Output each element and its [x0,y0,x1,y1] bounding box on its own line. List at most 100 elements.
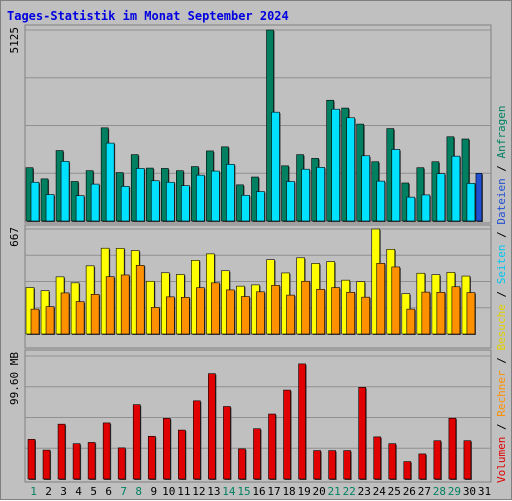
legend-item-anfragen: Anfragen [495,105,508,158]
x-tick-label: 31 [478,485,491,498]
bar-dateien [45,194,55,222]
x-tick-label: 15 [237,485,250,498]
x-tick-label: 10 [162,485,175,498]
bar-dateien [135,168,145,222]
bar-volumen [208,373,216,480]
bar-volumen [463,440,472,480]
bar-volumen [57,423,66,480]
bar-volumen [132,404,141,480]
bar-rechner [105,276,115,335]
y-max-label: 667 [8,227,21,247]
bar-dateien [241,194,250,222]
x-tick-label: 21 [328,485,341,498]
legend-item-besuche: Besuche [495,304,508,350]
bar-volumen [343,450,351,480]
bar-dateien [105,142,115,222]
x-tick-label: 17 [267,485,280,498]
bar-anfragen [416,167,425,222]
bar-volumen [298,363,306,480]
bar-volumen [313,450,321,480]
bar-rechner [391,266,401,335]
x-tick-label: 24 [373,485,387,498]
legend-separator: / [495,158,508,178]
bar-rechner [361,296,371,335]
y-max-label: 99.60 MB [8,352,21,405]
bar-rechner [196,287,205,335]
x-tick-label: 27 [418,485,431,498]
bar-dateien [346,117,355,222]
bar-rechner [286,294,295,335]
bar-dateien [406,196,416,222]
legend-separator: / [495,417,508,437]
bar-volumen [162,418,171,480]
bar-volumen [358,387,367,480]
x-tick-label: 11 [177,485,190,498]
bar-dateien [60,161,70,222]
bar-rechner [165,296,175,335]
bar-anfragen [461,138,470,222]
bar-dateien [196,174,205,222]
x-tick-label: 8 [135,485,142,498]
bar-rechner [436,291,446,335]
x-tick-label: 9 [150,485,157,498]
bar-volumen [418,453,427,480]
bar-dateien [376,180,386,222]
bar-dateien [436,173,446,222]
bar-volumen [193,400,201,480]
bar-rechner [150,307,160,335]
x-tick-label: 19 [297,485,310,498]
bar-dateien [75,195,85,222]
x-tick-label: 20 [313,485,326,498]
bar-rechner [120,274,130,335]
bar-rechner [316,288,325,335]
bar-dateien [331,108,340,222]
x-tick-label: 30 [463,485,476,498]
bar-volumen [283,389,291,480]
bar-volumen [27,439,36,480]
legend-separator: / [495,284,508,304]
panel-2: 667 [8,224,492,349]
bar-rechner [466,292,476,335]
bar-volumen [448,417,457,480]
bar-rechner [376,263,386,335]
bar-volumen [388,443,397,480]
bar-rechner [181,297,190,335]
x-tick-label: 29 [448,485,461,498]
bar-volumen [373,436,382,480]
bar-dateien [150,180,160,222]
bar-rechner [331,287,340,335]
bar-rechner [75,301,85,335]
legend-item-rechner: Rechner [495,370,508,417]
x-tick-label: 4 [75,485,82,498]
x-tick-label: 12 [192,485,205,498]
bar-volumen [87,442,96,480]
bar-dateien [361,155,371,222]
x-tick-label: 5 [90,485,97,498]
x-tick-label: 25 [388,485,401,498]
bar-rechner [271,285,280,335]
bar-volumen [102,422,111,480]
bar-dateien [120,186,130,222]
bar-rechner [45,306,55,335]
x-tick-label: 28 [433,485,446,498]
x-tick-label: 16 [252,485,265,498]
bar-rechner [30,308,40,335]
bar-volumen [178,429,186,480]
bar-volumen [147,435,156,480]
x-tick-label: 14 [222,485,236,498]
legend-item-dateien: Dateien [495,178,508,224]
bar-dateien [466,183,476,222]
legend-item-seiten: Seiten [495,245,508,285]
bar-dateien [30,181,40,222]
bar-dateien [316,167,325,222]
bar-volumen [42,449,51,480]
x-axis-day-labels: 1 2 3 4 5 6 7 8 9 10 11 12 13 14 15 16 17 18 19 20 21 22 23 24 2… [30,485,491,498]
bar-rechner [451,286,461,335]
bar-dateien [90,183,100,222]
bar-volumen [72,443,81,480]
x-tick-label: 1 [30,485,37,498]
bar-dateien [256,191,265,222]
right-legend: Volumen / Rechner / Besuche / Seiten / D… [495,105,508,483]
bar-volumen [403,461,412,480]
